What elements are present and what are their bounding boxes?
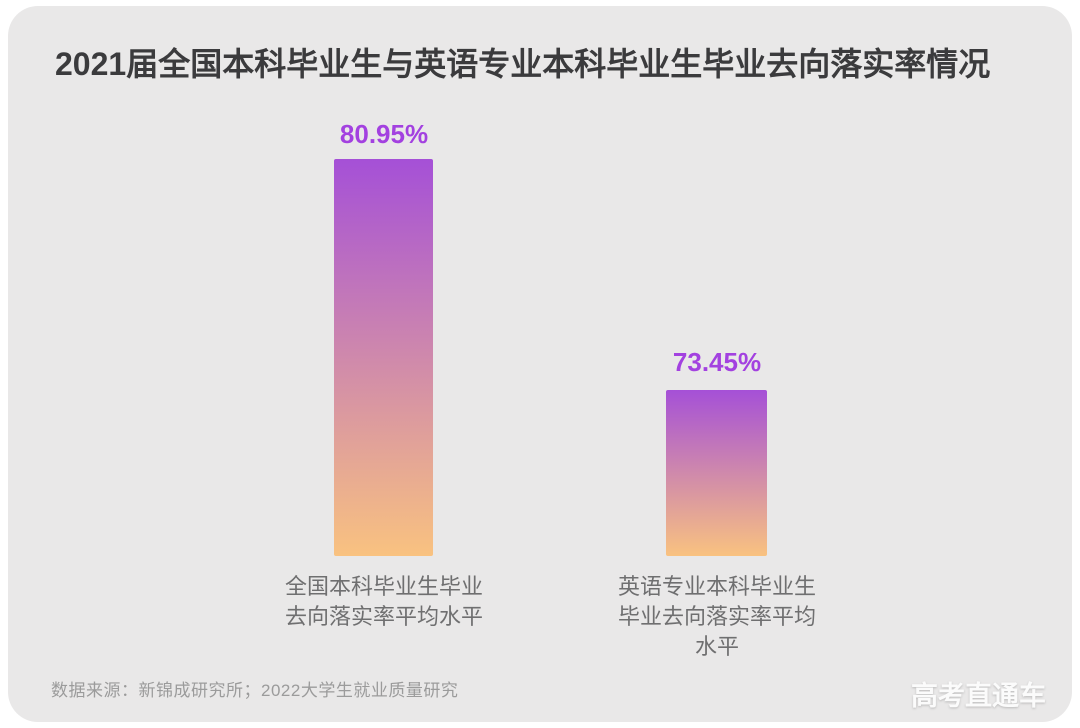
category-label-national: 全国本科毕业生毕业 去向落实率平均水平 [284,574,483,629]
value-label-national: 80.95% [339,119,429,149]
data-source-note: 数据来源：新锦成研究所；2022大学生就业质量研究 [51,681,459,700]
value-label-english-major: 73.45% [672,347,762,377]
chart-title: 2021届全国本科毕业生与英语专业本科毕业生毕业去向落实率情况 [55,46,991,82]
bar-english-major-graduates [666,390,767,556]
watermark-gaokao-zhitongche: 高考直通车 [911,681,1046,711]
bar-national-graduates [334,159,433,556]
category-label-english-major: 英语专业本科毕业生 毕业去向落实率平均 水平 [617,574,816,659]
infographic-panel: 2021届全国本科毕业生与英语专业本科毕业生毕业去向落实率情况 80.95% 7… [8,6,1072,722]
